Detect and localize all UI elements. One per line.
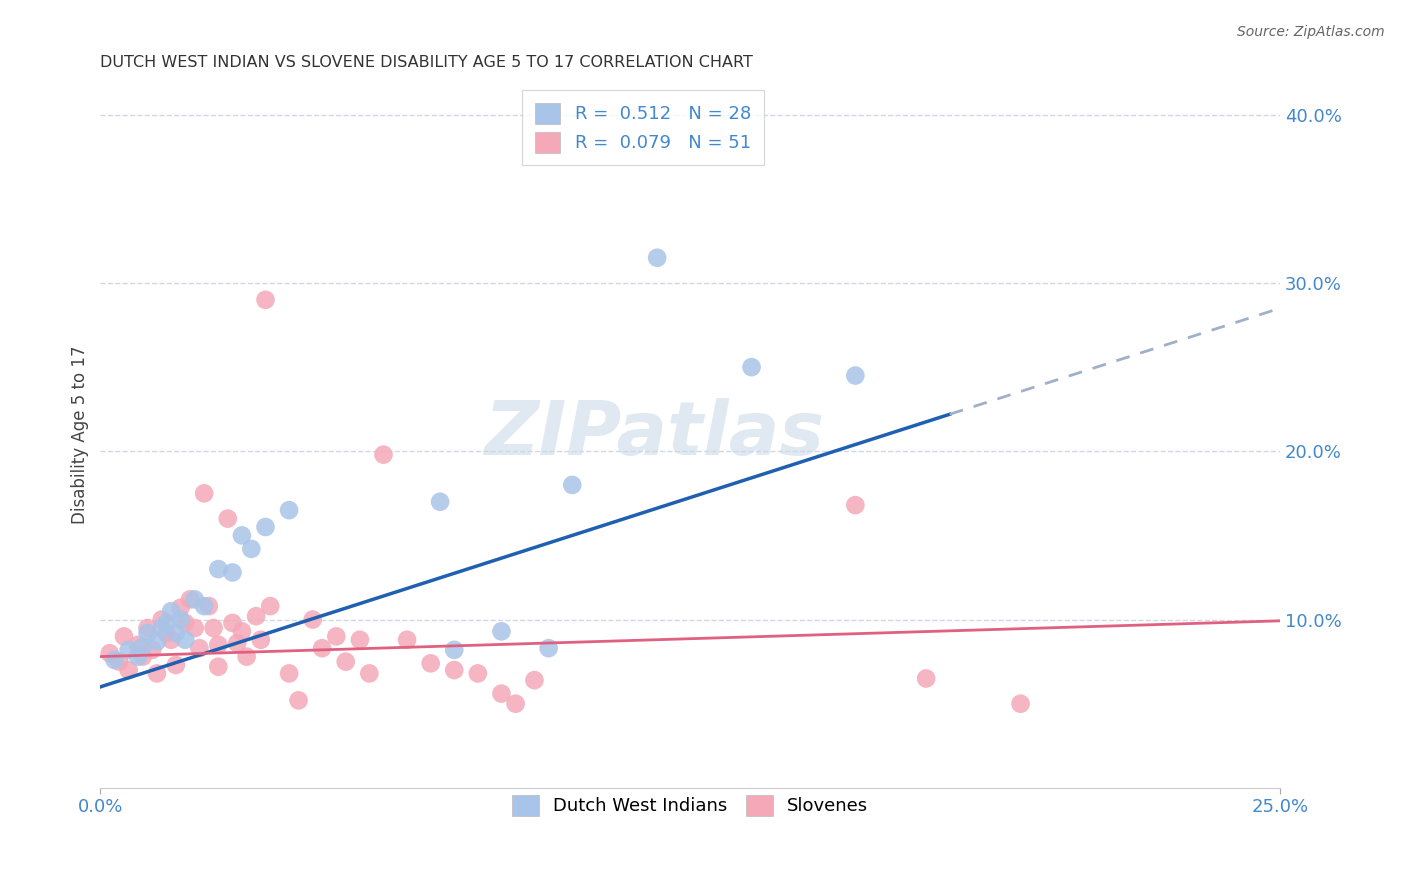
Point [127, 649, 149, 664]
Point [231, 528, 253, 542]
Point [207, 638, 229, 652]
Point [160, 604, 183, 618]
Point [221, 566, 243, 580]
Point [419, 657, 441, 671]
Point [335, 655, 357, 669]
Point [221, 615, 243, 630]
Text: Source: ZipAtlas.com: Source: ZipAtlas.com [1237, 25, 1385, 39]
Point [396, 632, 419, 647]
Point [98, 646, 121, 660]
Point [103, 653, 125, 667]
Point [240, 541, 263, 556]
Point [108, 655, 131, 669]
Point [118, 663, 141, 677]
Point [160, 632, 183, 647]
Point [259, 599, 281, 613]
Point [132, 640, 155, 654]
Point [844, 498, 866, 512]
Point [150, 621, 173, 635]
Point [146, 634, 169, 648]
Point [202, 621, 225, 635]
Point [1010, 697, 1032, 711]
Point [188, 641, 211, 656]
Point [226, 636, 249, 650]
Point [132, 649, 155, 664]
Point [645, 251, 668, 265]
Point [523, 673, 546, 688]
Point [235, 649, 257, 664]
Point [183, 592, 205, 607]
Text: ZIPatlas: ZIPatlas [485, 398, 825, 471]
Point [245, 609, 267, 624]
Point [141, 643, 163, 657]
Y-axis label: Disability Age 5 to 17: Disability Age 5 to 17 [72, 345, 89, 524]
Point [505, 697, 527, 711]
Point [193, 486, 215, 500]
Point [183, 621, 205, 635]
Point [254, 293, 277, 307]
Point [278, 503, 301, 517]
Point [443, 643, 465, 657]
Point [169, 600, 191, 615]
Point [373, 448, 395, 462]
Point [193, 599, 215, 613]
Point [207, 659, 229, 673]
Point [325, 629, 347, 643]
Point [174, 615, 197, 630]
Point [844, 368, 866, 383]
Point [155, 615, 177, 630]
Point [491, 624, 513, 639]
Point [174, 632, 197, 647]
Point [915, 672, 938, 686]
Legend: Dutch West Indians, Slovenes: Dutch West Indians, Slovenes [503, 786, 877, 825]
Point [561, 478, 583, 492]
Point [169, 613, 191, 627]
Point [349, 632, 371, 647]
Point [254, 520, 277, 534]
Point [150, 613, 173, 627]
Point [155, 626, 177, 640]
Point [249, 632, 271, 647]
Point [136, 621, 159, 635]
Point [741, 360, 763, 375]
Point [127, 638, 149, 652]
Point [146, 666, 169, 681]
Point [467, 666, 489, 681]
Point [287, 693, 309, 707]
Point [217, 511, 239, 525]
Point [198, 599, 221, 613]
Point [537, 641, 560, 656]
Point [136, 626, 159, 640]
Point [301, 613, 323, 627]
Point [165, 658, 187, 673]
Point [112, 629, 135, 643]
Point [231, 624, 253, 639]
Point [491, 687, 513, 701]
Point [207, 562, 229, 576]
Point [311, 641, 333, 656]
Point [179, 592, 201, 607]
Point [118, 643, 141, 657]
Point [359, 666, 381, 681]
Text: DUTCH WEST INDIAN VS SLOVENE DISABILITY AGE 5 TO 17 CORRELATION CHART: DUTCH WEST INDIAN VS SLOVENE DISABILITY … [100, 55, 754, 70]
Point [278, 666, 301, 681]
Point [429, 495, 451, 509]
Point [165, 626, 187, 640]
Point [443, 663, 465, 677]
